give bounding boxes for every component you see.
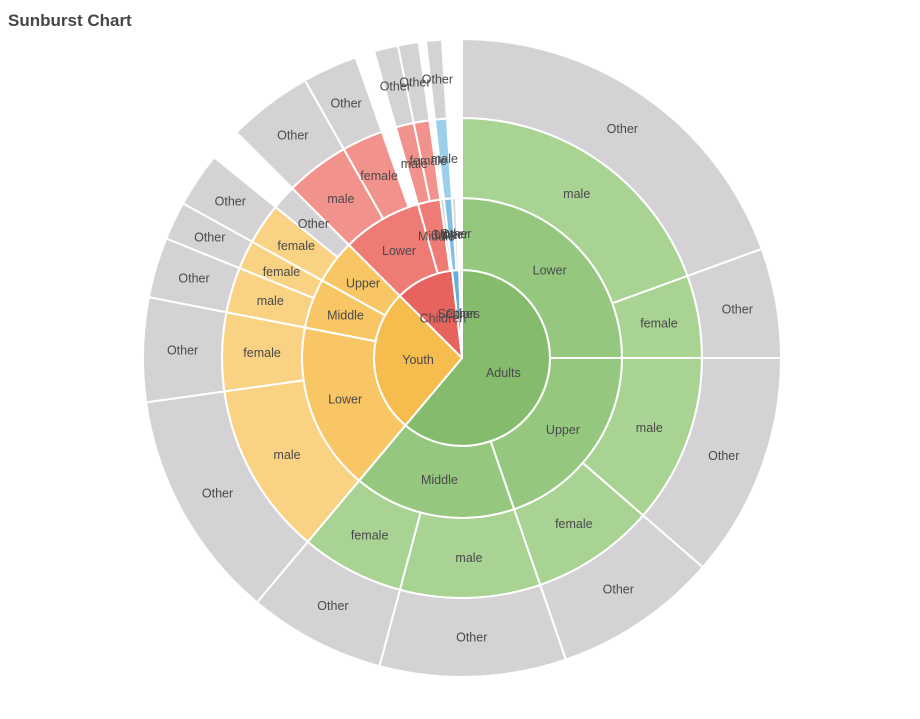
- chart-title: Sunburst Chart: [8, 11, 132, 30]
- segment-adults-middle-male[interactable]: [398, 508, 542, 599]
- segment-youth-lower-female-other[interactable]: [142, 296, 228, 404]
- segment-seniors-upper-male-other[interactable]: [424, 38, 448, 121]
- segment-children-middle-female-other[interactable]: [396, 40, 431, 124]
- segment-other[interactable]: [458, 268, 463, 359]
- segment-adults-middle-male-other[interactable]: [378, 583, 567, 678]
- segment-children-lower-female-other[interactable]: [303, 56, 383, 151]
